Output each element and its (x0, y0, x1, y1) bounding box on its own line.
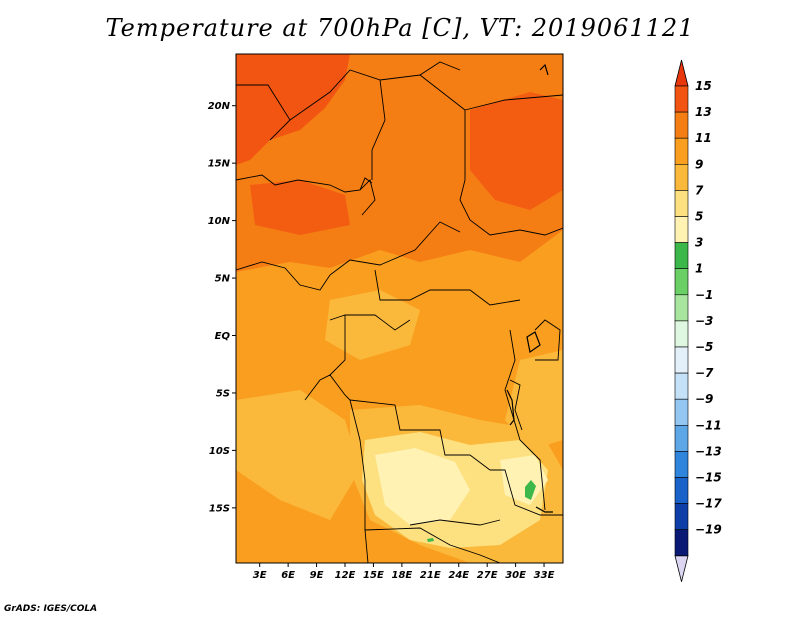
colorbar-swatch (674, 320, 689, 348)
y-tick-label: EQ (215, 331, 231, 342)
x-tick-label: 15E (363, 570, 384, 581)
x-tick-label: 24E (448, 570, 469, 581)
y-tick-label: 10S (209, 446, 230, 457)
field-east-coolest (500, 455, 548, 505)
colorbar-swatch (674, 477, 689, 504)
colorbar-label: −9 (695, 392, 713, 406)
x-tick-label: 27E (477, 570, 498, 581)
y-tick-label: 15N (208, 159, 231, 170)
colorbar-swatch (674, 164, 689, 191)
colorbar-label: −11 (695, 418, 722, 432)
colorbar-swatch (674, 372, 689, 400)
colorbar-label: −3 (695, 314, 713, 328)
y-tick-label: 5N (215, 274, 231, 285)
x-tick-label: 21E (420, 570, 441, 581)
colorbar-label: −17 (695, 497, 722, 511)
colorbar-label: 11 (695, 131, 712, 145)
y-tick-label: 10N (208, 216, 231, 227)
y-tick-label: 20N (208, 101, 231, 112)
x-axis: 3E 6E 9E 12E 15E 18E 21E 24E 27E 30E 33E (253, 563, 555, 581)
colorbar-label: −7 (695, 366, 714, 380)
colorbar-label: 1 (695, 262, 703, 276)
field-northwest-hot (236, 54, 350, 165)
y-tick-label: 15S (209, 503, 230, 514)
colorbar-arrow-bottom (674, 555, 689, 582)
colorbar-label: 3 (695, 236, 703, 250)
x-tick-label: 33E (534, 570, 555, 581)
x-tick-label: 12E (335, 570, 356, 581)
lakes (506, 63, 553, 513)
colorbar: 15 13 11 9 7 5 3 1 −1 −3 −5 −7 −9 −11 −13 −15 −17 −19 (674, 59, 722, 582)
field-east-light (505, 350, 563, 450)
x-tick-label: 6E (281, 570, 295, 581)
colorbar-swatch (674, 111, 689, 139)
colorbar-label: 13 (695, 105, 712, 119)
colorbar-label: 5 (695, 210, 703, 224)
colorbar-label: −1 (695, 288, 713, 302)
field-central-light (325, 290, 420, 360)
colorbar-swatch (674, 268, 689, 296)
colorbar-swatch (674, 294, 689, 322)
colorbar-swatch (674, 190, 689, 217)
field-northeast-hot (470, 92, 563, 210)
map-frame (235, 53, 564, 564)
x-tick-label: 9E (310, 570, 324, 581)
y-tick-label: 5S (216, 388, 230, 399)
colorbar-label: −15 (695, 471, 722, 485)
colorbar-swatch (674, 503, 689, 531)
field-south-coolest (375, 448, 470, 525)
map-plot-area (236, 54, 563, 563)
colorbar-label: 7 (695, 183, 704, 197)
colorbar-label: −19 (695, 523, 722, 537)
colorbar-swatch (674, 85, 689, 113)
colorbar-swatch (674, 424, 689, 452)
colorbar-swatch (674, 398, 689, 426)
colorbar-swatch (674, 242, 689, 270)
colorbar-label: 15 (695, 79, 712, 93)
colorbar-arrow-top (674, 59, 689, 87)
x-tick-label: 3E (253, 570, 267, 581)
field-green-blob (525, 480, 536, 500)
grads-credit: GrADS: IGES/COLA (4, 604, 98, 614)
colorbar-swatch (674, 346, 689, 374)
field-west-hot (250, 180, 350, 235)
colorbar-label: 9 (695, 157, 703, 171)
colorbar-label: −5 (695, 340, 713, 354)
country-borders (236, 61, 563, 563)
y-axis: 20N 15N 10N 5N EQ 5S 10S 15S (208, 101, 236, 514)
x-tick-label: 30E (505, 570, 526, 581)
colorbar-swatch (674, 216, 689, 243)
colorbar-label: −13 (695, 444, 722, 458)
field-green-blob-2 (427, 538, 434, 542)
chart-title: Temperature at 700hPa [C], VT: 201906112… (105, 14, 695, 42)
x-tick-label: 18E (391, 570, 412, 581)
colorbar-swatch (674, 529, 689, 557)
field-southwest-light (236, 390, 360, 520)
colorbar-swatch (674, 137, 689, 165)
colorbar-swatch (674, 451, 689, 478)
